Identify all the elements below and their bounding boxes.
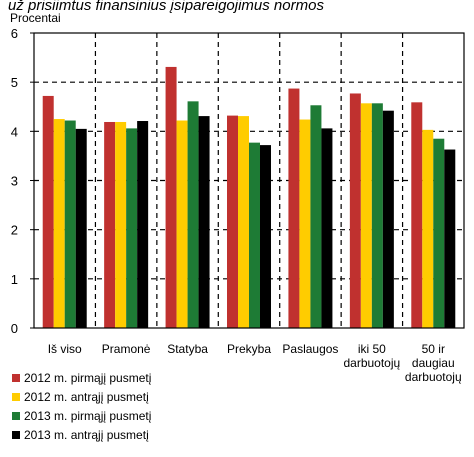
x-tick-label: 50 ir xyxy=(422,342,445,356)
x-tick-label: darbuotojų xyxy=(405,370,462,384)
y-tick-label: 1 xyxy=(11,272,18,287)
grid xyxy=(34,33,464,328)
bar xyxy=(176,120,188,329)
legend-item: 2012 m. pirmąjį pusmetį xyxy=(12,368,151,387)
bar xyxy=(371,103,383,328)
bar xyxy=(310,105,322,329)
x-tick-label: daugiau xyxy=(412,356,455,370)
bar xyxy=(382,110,394,328)
bar xyxy=(198,116,210,328)
x-tick-label: Statyba xyxy=(167,342,208,356)
legend-label: 2012 m. pirmąjį pusmetį xyxy=(24,370,152,385)
legend-label: 2012 m. antrąjį pusmetį xyxy=(24,389,149,404)
bar xyxy=(137,121,149,328)
bar xyxy=(227,115,238,328)
bar xyxy=(299,119,311,329)
bar xyxy=(411,102,423,328)
bar xyxy=(422,129,434,328)
x-tick-label: darbuotojų xyxy=(343,356,400,370)
bar xyxy=(115,121,127,328)
legend-swatch xyxy=(12,430,20,439)
bar xyxy=(64,120,76,329)
bar xyxy=(165,66,177,329)
legend-swatch xyxy=(12,392,20,401)
axes xyxy=(30,32,465,329)
legend-label: 2013 m. antrąjį pusmetį xyxy=(24,427,149,442)
legend-label: 2013 m. pirmąjį pusmetį xyxy=(24,408,152,423)
bars xyxy=(42,66,456,329)
x-tick-label: Prekyba xyxy=(227,342,271,356)
y-tick-label: 6 xyxy=(11,26,18,41)
bar xyxy=(249,142,260,328)
legend-item: 2013 m. antrąjį pusmetį xyxy=(12,425,151,444)
x-tick-label: Iš viso xyxy=(48,342,82,356)
bar xyxy=(187,101,199,328)
bar xyxy=(260,145,271,328)
y-tick-label: 4 xyxy=(11,124,18,139)
legend-swatch xyxy=(12,373,20,382)
x-tick-label: Pramonė xyxy=(102,342,151,356)
bar xyxy=(288,88,300,328)
legend-item: 2012 m. antrąjį pusmetį xyxy=(12,387,151,406)
bar xyxy=(444,149,456,328)
y-axis-unit-label: Procentai xyxy=(10,11,61,25)
chart-title: už prisiimtus finansinius įsipareigojimu… xyxy=(8,0,324,14)
y-tick-label: 0 xyxy=(11,321,18,336)
legend-swatch xyxy=(12,411,20,420)
bar xyxy=(321,128,333,328)
legend-item: 2013 m. pirmąjį pusmetį xyxy=(12,406,151,425)
y-tick-label: 5 xyxy=(11,75,18,90)
tick-labels: 0 1 2 3 4 5 6 Iš viso Pramonė Statyba Prekyba Pasla… xyxy=(11,26,462,384)
bar xyxy=(42,95,54,328)
legend: 2012 m. pirmąjį pusmetį 2012 m. antrąjį p… xyxy=(12,368,151,444)
bar xyxy=(104,121,116,328)
bar xyxy=(433,138,445,328)
x-tick-label: iki 50 xyxy=(358,342,386,356)
bar xyxy=(126,128,138,328)
y-tick-label: 2 xyxy=(11,223,18,238)
x-tick-label: Paslaugos xyxy=(282,342,338,356)
bar xyxy=(53,119,65,329)
y-tick-label: 3 xyxy=(11,174,18,189)
bar xyxy=(349,93,361,328)
bar xyxy=(238,116,249,328)
bar xyxy=(75,128,87,328)
bar xyxy=(360,103,372,328)
